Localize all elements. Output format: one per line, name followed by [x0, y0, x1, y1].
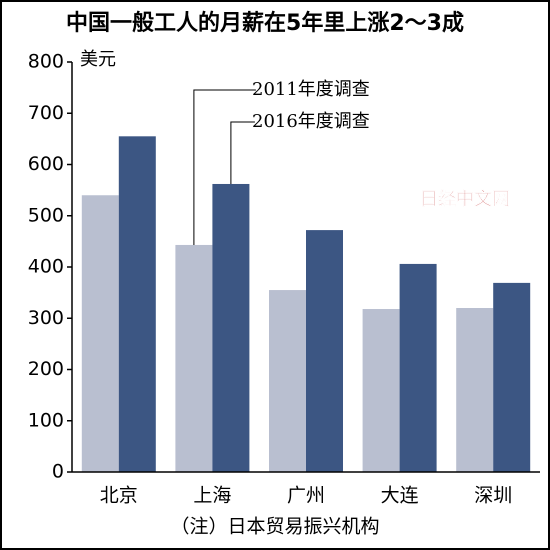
y-tick-label: 800 — [28, 51, 64, 73]
y-unit: 美元 — [80, 49, 116, 70]
y-tick-label: 100 — [28, 409, 64, 431]
x-tick-label: 北京 — [100, 485, 138, 507]
bar — [175, 244, 213, 472]
y-tick-label: 0 — [52, 461, 64, 483]
bar — [212, 183, 250, 472]
y-tick-label: 600 — [28, 153, 64, 175]
x-tick-label: 上海 — [193, 485, 231, 507]
bar — [456, 308, 494, 472]
legend-leader — [193, 89, 256, 245]
y-tick-label: 400 — [28, 256, 64, 278]
bar — [493, 282, 531, 472]
legend-label: 2011年度调查 — [252, 79, 370, 100]
x-tick-label: 深圳 — [474, 485, 512, 507]
x-tick-label: 大连 — [381, 485, 419, 507]
bar — [399, 263, 437, 472]
bar — [362, 309, 400, 472]
chart-title: 中国一般工人的月薪在5年里上涨2～3成 — [66, 10, 464, 36]
bar — [269, 290, 306, 472]
bar — [118, 136, 156, 472]
watermark: 日经中文网 — [420, 188, 510, 210]
legend-label: 2016年度调查 — [252, 111, 370, 132]
x-tick-label: 广州 — [287, 485, 325, 507]
y-tick-label: 200 — [28, 358, 64, 380]
bar — [81, 195, 119, 472]
y-tick-label: 500 — [28, 204, 64, 226]
legend-leader — [230, 121, 255, 184]
note: （注）日本贸易振兴机构 — [170, 516, 379, 538]
y-tick-label: 300 — [28, 307, 64, 329]
bar — [306, 230, 343, 472]
y-tick-label: 700 — [28, 102, 64, 124]
